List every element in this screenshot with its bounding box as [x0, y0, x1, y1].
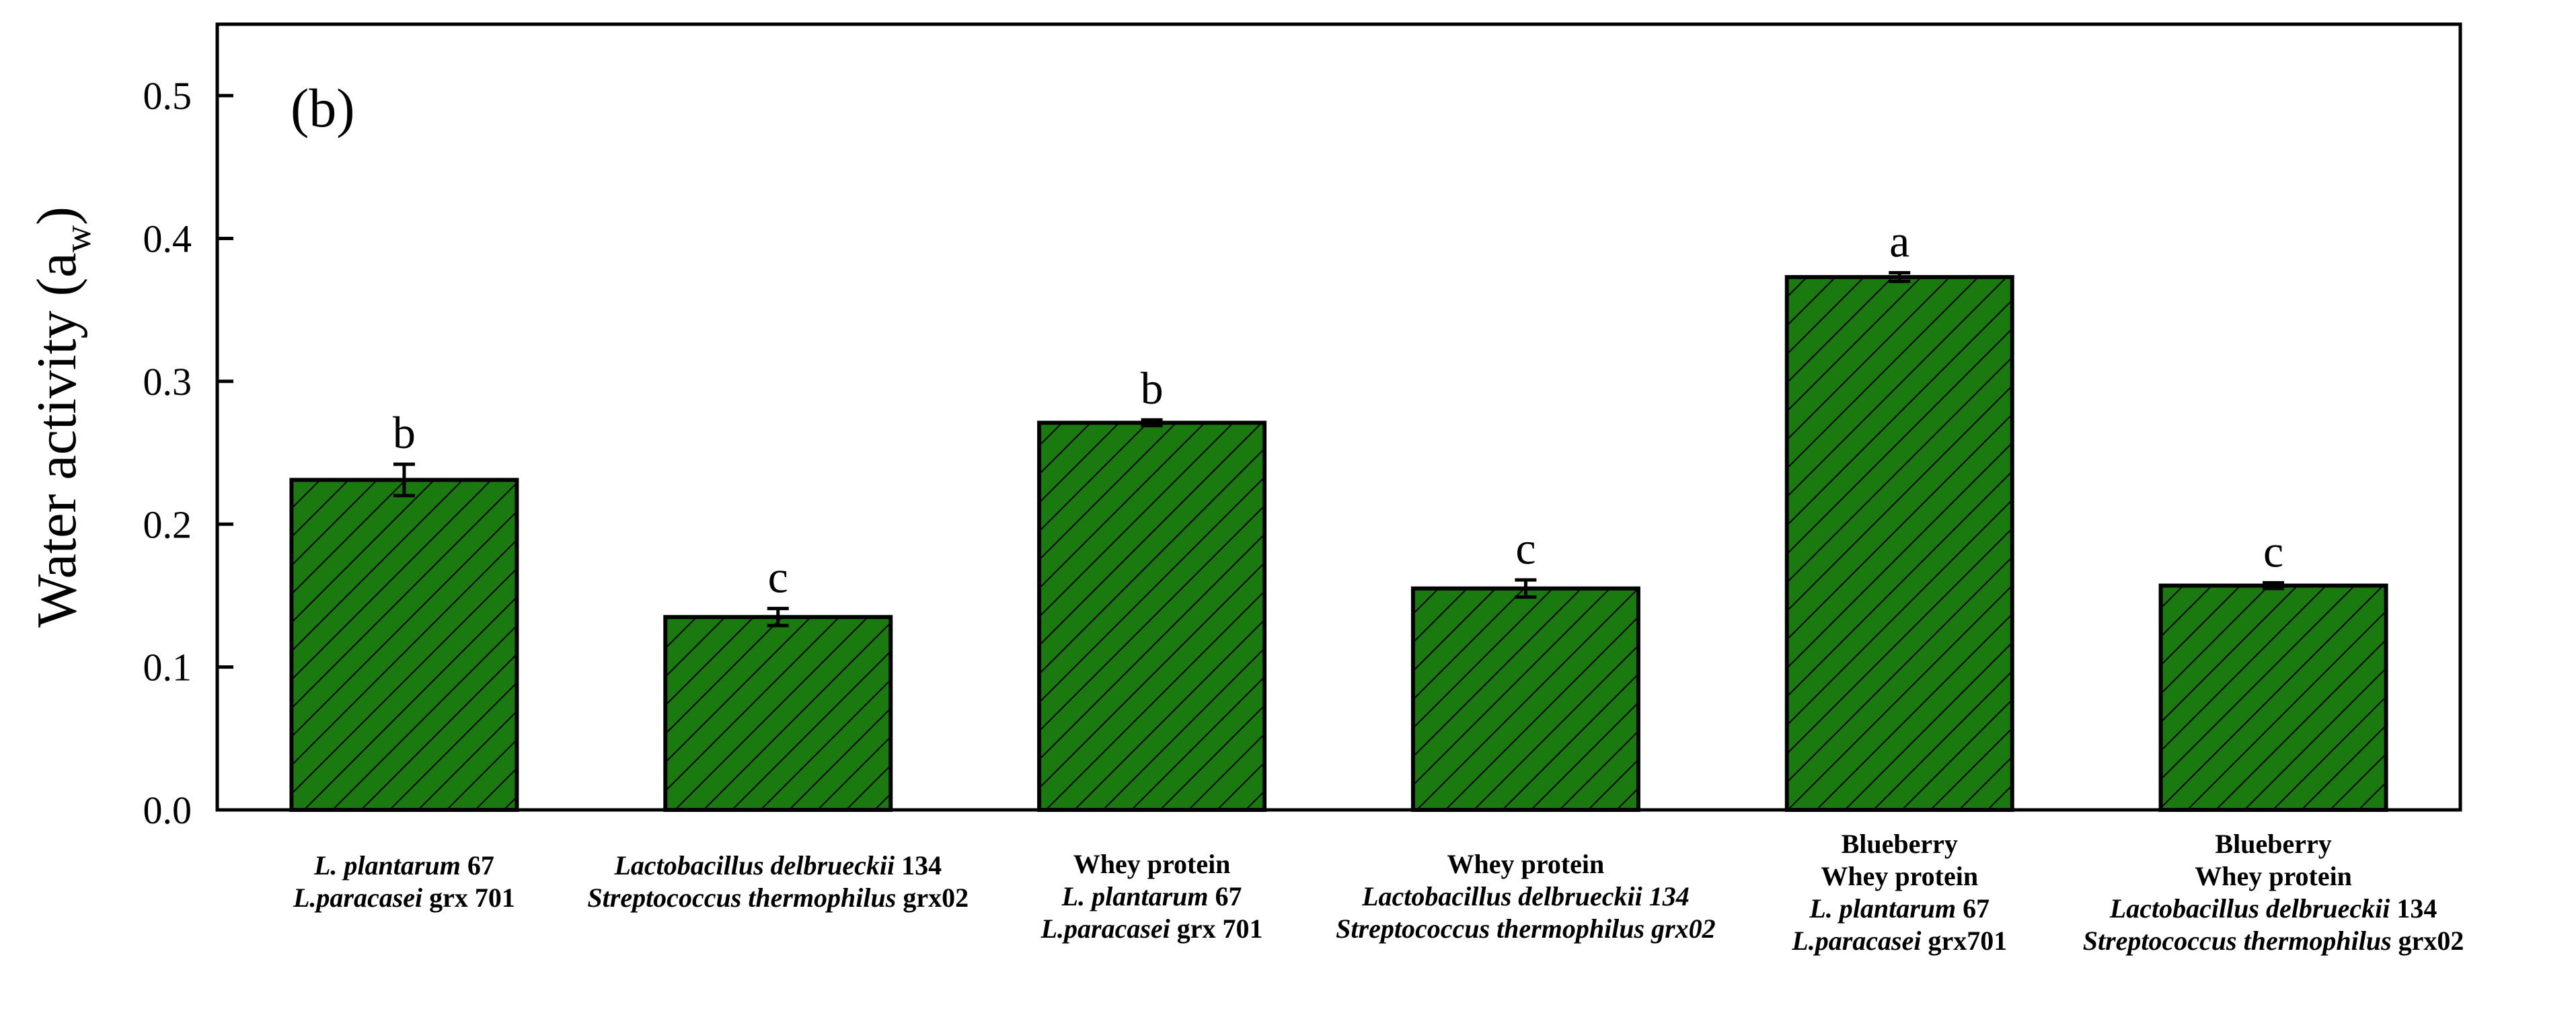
y-tick-label: 0.3 [143, 360, 192, 404]
y-tick-label: 0.0 [143, 788, 192, 832]
x-category-label: Whey protein Lactobacillus delbrueckii 13… [1336, 849, 1716, 944]
panel-label: (b) [291, 77, 355, 139]
y-tick-label: 0.4 [143, 217, 192, 261]
x-category-label: Lactobacillus delbrueckii 134 Streptococc… [587, 850, 969, 913]
bar-hatch [663, 615, 893, 812]
bar-hatch [289, 478, 519, 812]
x-category-label: Blueberry Whey protein L. plantarum 67 L.pa… [1791, 829, 2007, 956]
y-axis-label: Water activity (aw) [26, 207, 99, 628]
x-category-label: L. plantarum 67 L.paracasei grx 701 [293, 850, 515, 913]
significance-label: c [2263, 525, 2283, 576]
bar-hatch [1037, 420, 1267, 812]
y-tick-label: 0.5 [143, 74, 192, 118]
significance-label: c [1515, 523, 1536, 574]
significance-label: c [768, 552, 788, 603]
x-category-label: Blueberry Whey protein Lactobacillus delbr… [2083, 829, 2464, 956]
significance-label: b [393, 407, 416, 458]
significance-label: b [1141, 363, 1164, 414]
y-tick-label: 0.2 [143, 502, 192, 546]
significance-label: a [1889, 216, 1909, 267]
y-tick-label: 0.1 [143, 646, 192, 689]
bar-hatch [1410, 586, 1640, 812]
plot-frame [215, 22, 2462, 812]
x-category-label: Whey protein L. plantarum 67 L.paracasei g… [1040, 849, 1263, 944]
bar-hatch [2158, 583, 2388, 813]
bar-hatch [1784, 274, 2014, 813]
